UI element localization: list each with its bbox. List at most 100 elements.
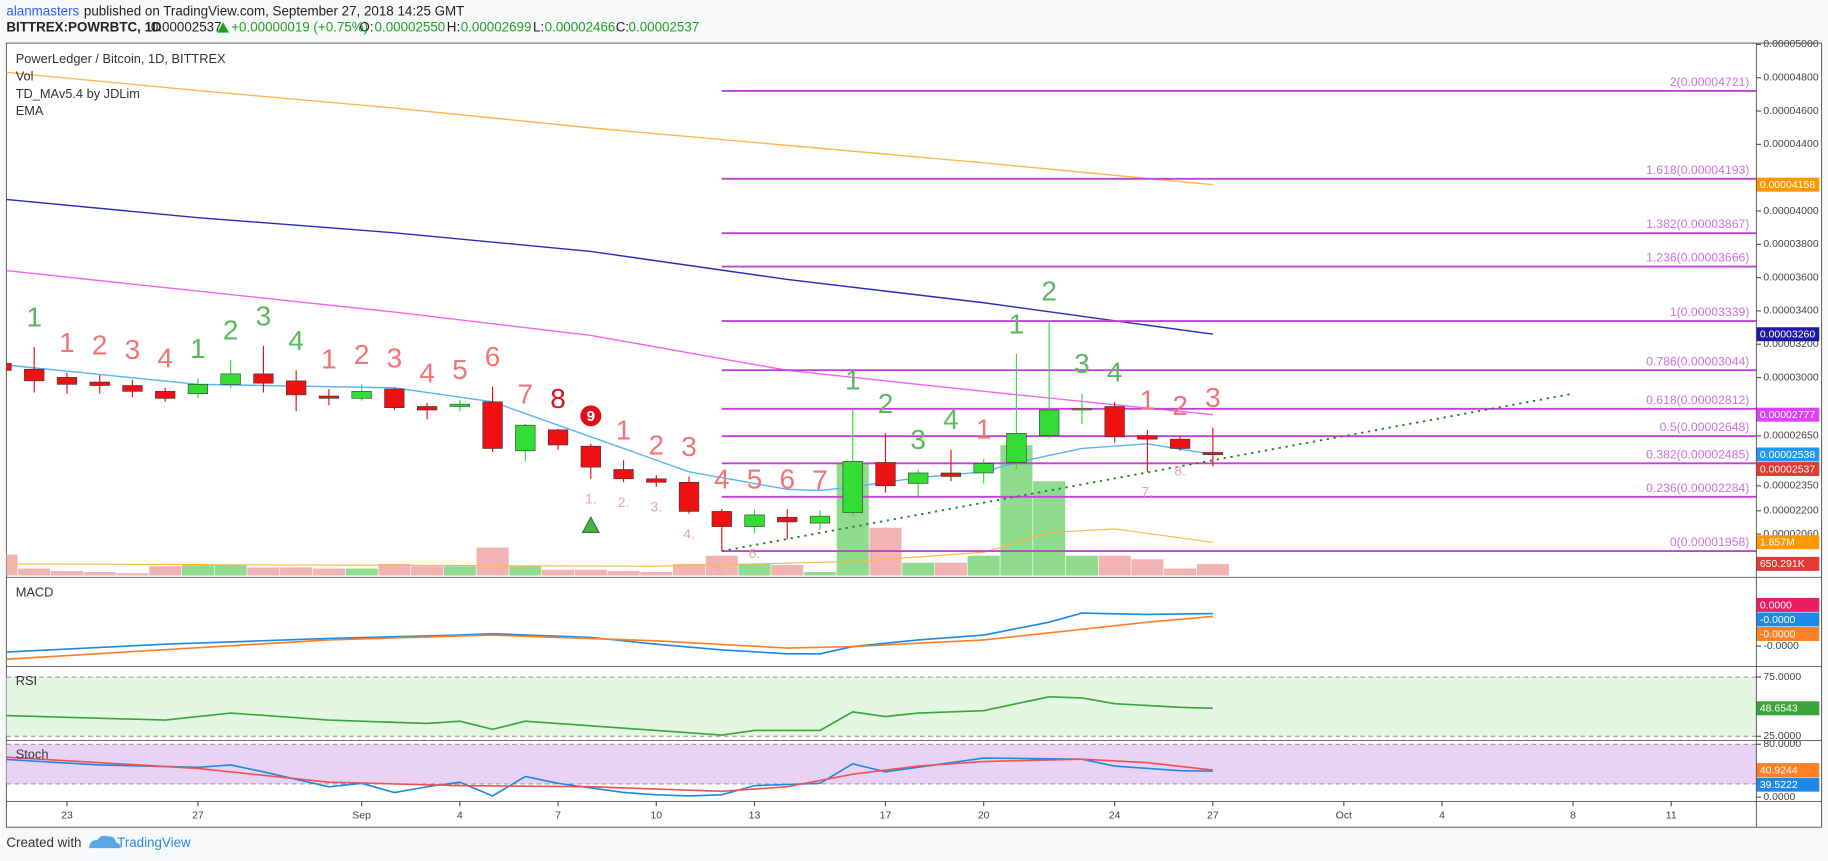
fib-label: 1.382(0.00003867) <box>1646 217 1749 231</box>
fib-label: 0.5(0.00002648) <box>1660 420 1750 434</box>
candle-body <box>875 462 896 487</box>
td-count: 1 <box>190 333 206 364</box>
price-badge <box>1756 597 1820 612</box>
td-count: 2 <box>354 339 370 370</box>
volume-bar <box>1033 481 1066 576</box>
change: +0.00000019 (+0.75%) <box>231 19 368 34</box>
y-tick-label: 0.00004400 <box>1763 139 1818 150</box>
setup-count: 8. <box>1174 462 1186 478</box>
candle-body <box>416 406 438 411</box>
td-count: 4 <box>157 342 173 373</box>
td-count: 1 <box>1140 384 1156 415</box>
close-value: 0.00002537 <box>629 19 700 34</box>
fib-label: 0.786(0.00003044) <box>1646 354 1749 368</box>
price-badge-label: 1.857M <box>1760 538 1795 549</box>
candle-body <box>940 472 962 477</box>
volume-bar <box>542 569 575 576</box>
volume-bar <box>1131 559 1164 576</box>
x-tick-label: 4 <box>1439 810 1445 821</box>
td-count: 3 <box>256 300 272 331</box>
setup-count: 1. <box>585 490 597 506</box>
candle-body <box>580 445 601 468</box>
moving-average <box>6 364 1213 492</box>
td-count: 1 <box>845 364 861 395</box>
td-count: 3 <box>125 334 141 365</box>
td-count: 2 <box>878 388 894 419</box>
volume-bar <box>280 567 313 576</box>
volume-bar <box>902 562 935 576</box>
td-count: 5 <box>747 464 763 495</box>
brand-logo <box>89 835 121 849</box>
volume-bar <box>247 567 280 576</box>
candle-body <box>547 429 569 446</box>
indicator-line <box>6 696 1213 736</box>
price-badge <box>1756 447 1820 462</box>
candle-body <box>973 463 994 474</box>
y-tick-label: 0.00003200 <box>1763 339 1818 350</box>
x-tick-label: 20 <box>978 810 990 821</box>
moving-average <box>6 71 1213 186</box>
author[interactable]: alanmasters <box>6 3 79 18</box>
setup-count: 7. <box>1142 483 1154 499</box>
price-badge <box>1756 407 1820 422</box>
td-count: 3 <box>1074 348 1090 379</box>
td-count: 5 <box>452 354 468 385</box>
x-tick-label: Oct <box>1336 810 1352 821</box>
legend-entry: TD_MAv5.4 by JDLim <box>16 86 140 101</box>
price-badge <box>1756 177 1820 192</box>
candle-body <box>1006 433 1027 463</box>
setup-count: 4. <box>683 525 695 541</box>
fib-label: 0.382(0.00002485) <box>1646 447 1749 461</box>
x-tick-label: 24 <box>1109 810 1121 821</box>
td-count: 2 <box>649 430 665 461</box>
candle-body <box>1137 435 1158 440</box>
volume-bar <box>771 565 804 576</box>
candle-body <box>809 515 831 524</box>
rsi-pane <box>6 676 1757 737</box>
fib-label: 1(0.00003339) <box>1670 305 1750 319</box>
y-tick-label: 0.00002060 <box>1763 529 1818 540</box>
td-count: 3 <box>910 424 926 455</box>
candle-body <box>1104 406 1125 438</box>
x-tick-label: 8 <box>1570 810 1576 821</box>
volume-bar <box>476 547 509 576</box>
volume-bar <box>378 563 411 576</box>
volume-bar <box>345 568 378 576</box>
open-value: 0.00002550 <box>375 19 446 34</box>
footer-created: Created with <box>6 835 81 850</box>
td-count: 7 <box>812 465 828 496</box>
pane-title: MACD <box>16 584 54 599</box>
candle-body <box>711 511 732 527</box>
price-badge-label: 0.00002777 <box>1760 410 1815 421</box>
price-badge-label: -0.0000 <box>1760 615 1796 626</box>
volume-bar <box>1164 568 1197 576</box>
price-badge <box>1756 701 1820 716</box>
level-band <box>6 744 1757 784</box>
candle-body <box>613 469 634 480</box>
open-label: O: <box>359 19 373 34</box>
volume-bar <box>312 568 345 576</box>
volume-bar <box>1196 563 1229 576</box>
candle-body <box>286 380 307 396</box>
y-tick-label: 0.00003000 <box>1763 372 1818 383</box>
candle-body <box>56 377 78 385</box>
volume-bar <box>6 554 18 576</box>
volume-bar <box>18 568 51 576</box>
candle-body <box>351 391 372 399</box>
x-tick-label: 23 <box>61 810 73 821</box>
candle-body <box>187 384 209 394</box>
symbol: BITTREX:POWRBTC, 1D <box>6 19 162 34</box>
footer-brand[interactable]: TradingView <box>117 835 191 850</box>
price: 0.00002537 <box>151 19 222 34</box>
volume-bar <box>443 566 476 576</box>
volume-bar <box>640 572 673 576</box>
candle-body <box>908 472 929 484</box>
td-count: 7 <box>518 378 534 409</box>
candle-body <box>1071 408 1093 411</box>
price-badge <box>1756 627 1820 642</box>
low-value: 0.00002466 <box>545 19 616 34</box>
td-count: 1 <box>1009 308 1025 339</box>
y-tick-label: 0.00002200 <box>1763 506 1818 517</box>
trendline <box>721 392 1574 552</box>
fib-label: 1.618(0.00004193) <box>1646 163 1749 177</box>
